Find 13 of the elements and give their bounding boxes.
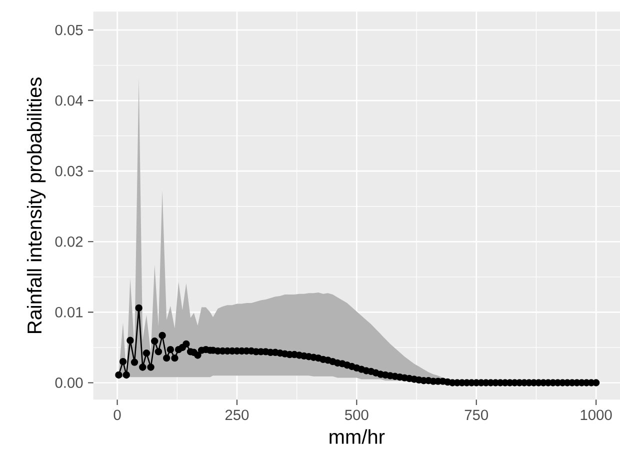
y-tick-label: 0.04 — [55, 95, 83, 106]
y-tick-label: 0.01 — [55, 307, 83, 318]
y-tick-label: 0.02 — [55, 236, 83, 247]
x-tick-label: 0 — [114, 410, 121, 420]
x-tick-label: 1000 — [580, 410, 612, 420]
y-tick-label: 0.00 — [55, 378, 83, 388]
x-tick-label: 750 — [464, 410, 488, 420]
y-tick-label: 0.03 — [55, 166, 83, 176]
x-tick-label: 250 — [225, 410, 249, 420]
x-axis-title: mm/hr — [330, 429, 385, 444]
y-axis-title: Rainfall intensity probabilities — [26, 78, 46, 333]
y-tick-label: 0.05 — [55, 24, 83, 36]
x-tick-label: 500 — [345, 410, 368, 420]
